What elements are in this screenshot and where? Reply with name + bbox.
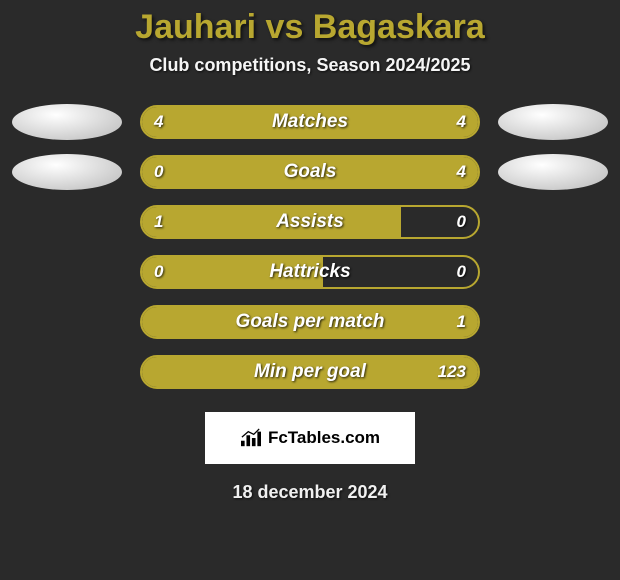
avatar-spacer (12, 354, 122, 390)
stat-label: Goals (142, 157, 478, 187)
stat-row: 0Hattricks0 (12, 254, 608, 290)
player-left-avatar (12, 104, 122, 140)
stat-bar: 0Goals4 (140, 155, 480, 189)
avatar-spacer (12, 254, 122, 290)
stat-bar: 0Hattricks0 (140, 255, 480, 289)
avatar-spacer (498, 304, 608, 340)
stat-bar: 4Matches4 (140, 105, 480, 139)
stat-value-right: 1 (457, 307, 466, 337)
stats-rows: 4Matches40Goals41Assists00Hattricks0Goal… (12, 104, 608, 404)
footer-logo-box: FcTables.com (205, 412, 415, 464)
stat-value-right: 0 (457, 257, 466, 287)
avatar-spacer (498, 354, 608, 390)
stat-bar: 1Assists0 (140, 205, 480, 239)
page-title: Jauhari vs Bagaskara (135, 8, 485, 47)
player-left-avatar (12, 154, 122, 190)
stat-bar: Min per goal123 (140, 355, 480, 389)
avatar-spacer (12, 204, 122, 240)
stat-row: 0Goals4 (12, 154, 608, 190)
footer-text: FcTables.com (268, 428, 380, 448)
subtitle: Club competitions, Season 2024/2025 (149, 55, 470, 76)
stat-row: Min per goal123 (12, 354, 608, 390)
stat-value-right: 123 (438, 357, 466, 387)
stat-row: 1Assists0 (12, 204, 608, 240)
avatar-spacer (498, 254, 608, 290)
stat-label: Goals per match (142, 307, 478, 337)
stat-value-right: 4 (457, 157, 466, 187)
stat-row: 4Matches4 (12, 104, 608, 140)
stat-label: Matches (142, 107, 478, 137)
stat-value-right: 4 (457, 107, 466, 137)
stat-label: Assists (142, 207, 478, 237)
date-text: 18 december 2024 (232, 482, 387, 503)
stat-row: Goals per match1 (12, 304, 608, 340)
bar-chart-icon (240, 428, 262, 448)
player-right-avatar (498, 154, 608, 190)
stat-label: Min per goal (142, 357, 478, 387)
stat-bar: Goals per match1 (140, 305, 480, 339)
comparison-infographic: Jauhari vs Bagaskara Club competitions, … (0, 0, 620, 580)
stat-value-right: 0 (457, 207, 466, 237)
stat-label: Hattricks (142, 257, 478, 287)
avatar-spacer (498, 204, 608, 240)
avatar-spacer (12, 304, 122, 340)
player-right-avatar (498, 104, 608, 140)
footer-logo: FcTables.com (240, 428, 380, 448)
